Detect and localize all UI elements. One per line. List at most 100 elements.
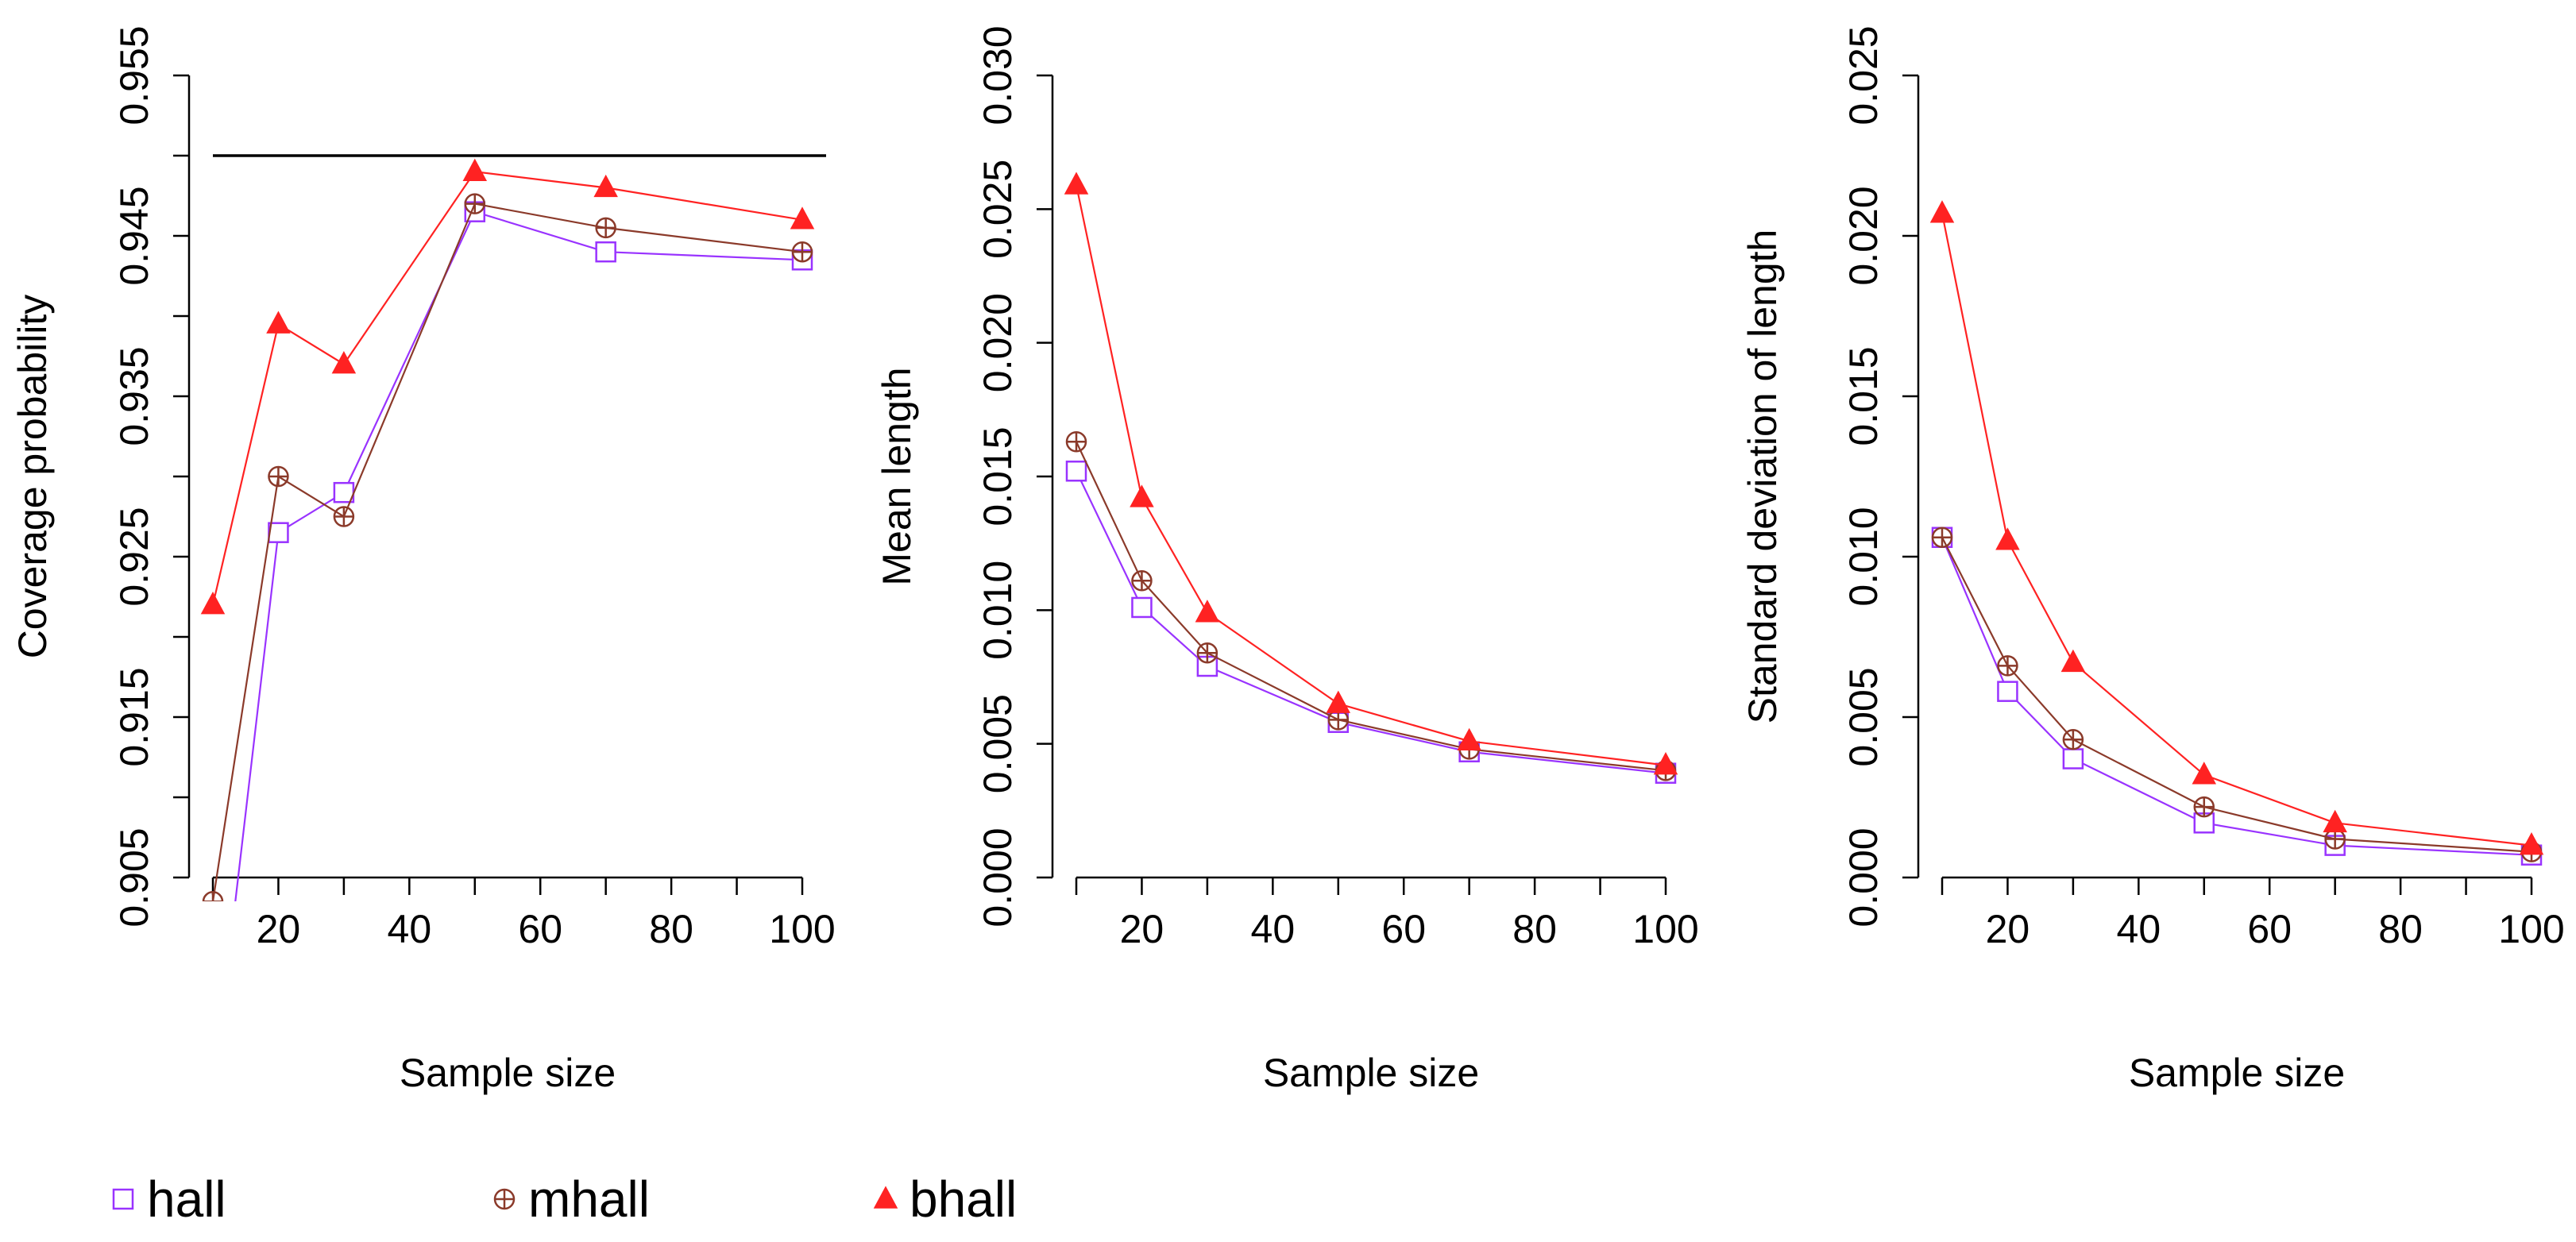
data-point-mhall <box>202 891 224 901</box>
data-point-mhall <box>2193 796 2215 818</box>
y-axis: 0.000 0.005 0.010 0.015 0.020 0.025 Standard d… <box>1740 25 1920 928</box>
data-point-bhall <box>1995 527 2020 550</box>
data-point-bhall <box>462 158 488 181</box>
x-axis: 20 40 60 80 100 Sample size <box>1941 876 2565 1095</box>
legend-item-hall: hall <box>112 1171 226 1228</box>
y-tick-label: 0.000 <box>1841 827 1886 927</box>
data-point-hall <box>595 241 616 263</box>
y-axis-title: Standard deviation of length <box>1740 230 1785 724</box>
plot-area <box>200 158 815 1104</box>
chart-panels: 0.905 0.915 0.925 0.935 0.945 0.955 Coverage p… <box>10 25 2565 1104</box>
data-point-bhall <box>266 310 291 334</box>
series-line-hall <box>1941 537 2532 856</box>
legend-label-mhall: mhall <box>528 1171 650 1228</box>
y-tick-label: 0.935 <box>112 346 156 446</box>
data-point-mhall <box>1997 655 2018 677</box>
data-point-bhall <box>1457 727 1481 751</box>
data-point-hall <box>1131 596 1153 619</box>
y-tick-label: 0.020 <box>1841 186 1886 285</box>
x-tick-label: 100 <box>1632 907 1698 951</box>
y-tick-label: 0.915 <box>112 667 156 766</box>
data-point-hall <box>268 522 289 543</box>
data-point-mhall <box>1196 642 1218 664</box>
data-point-mhall <box>1931 526 1953 549</box>
data-point-bhall <box>593 174 618 198</box>
x-tick-label: 60 <box>2247 907 2292 951</box>
data-point-bhall <box>1929 200 1955 223</box>
x-tick-label: 40 <box>2117 907 2161 951</box>
x-axis-title: Sample size <box>1263 1051 1479 1095</box>
data-point-hall <box>333 481 355 503</box>
x-tick-label: 60 <box>518 907 562 951</box>
series-line-mhall <box>1941 537 2532 853</box>
y-tick-label: 0.010 <box>1841 507 1886 606</box>
chart-panel-2: 0.000 0.005 0.010 0.015 0.020 0.025 0.030 Mean … <box>875 25 1699 1095</box>
x-tick-label: 20 <box>257 907 301 951</box>
data-point-bhall <box>1653 752 1678 775</box>
y-tick-label: 0.015 <box>1841 346 1886 446</box>
data-point-bhall <box>1195 600 1220 623</box>
data-point-mhall <box>333 506 355 527</box>
data-point-hall <box>203 1085 222 1104</box>
series-line-mhall <box>211 202 803 901</box>
data-point-bhall <box>2192 762 2217 785</box>
data-point-bhall <box>790 206 815 230</box>
data-point-bhall <box>1326 690 1351 713</box>
x-tick-label: 80 <box>649 907 693 951</box>
x-tick-label: 80 <box>1512 907 1557 951</box>
x-tick-label: 20 <box>1986 907 2030 951</box>
x-axis: 20 40 60 80 100 Sample size <box>211 876 836 1095</box>
legend-item-mhall: mhall <box>493 1171 650 1228</box>
y-tick-label: 0.945 <box>112 186 156 285</box>
y-tick-label: 0.000 <box>975 827 1020 927</box>
y-axis-title: Coverage probability <box>10 295 55 659</box>
data-point-mhall <box>1065 430 1087 453</box>
y-axis-title: Mean length <box>875 367 919 585</box>
x-axis: 20 40 60 80 100 Sample size <box>1075 876 1699 1095</box>
legend-marker-hall <box>112 1188 134 1210</box>
data-point-mhall <box>791 241 813 263</box>
data-point-bhall <box>1064 172 1089 195</box>
legend-label-bhall: bhall <box>910 1171 1017 1228</box>
series-line-hall <box>234 210 803 901</box>
plot-area <box>1064 172 1678 784</box>
data-point-mhall <box>1131 570 1153 592</box>
x-tick-label: 60 <box>1381 907 1426 951</box>
y-tick-label: 0.030 <box>975 25 1020 125</box>
series-line-hall <box>1076 470 1666 774</box>
data-point-bhall <box>331 351 357 374</box>
data-point-bhall <box>200 592 226 615</box>
x-axis-title: Sample size <box>400 1051 616 1095</box>
data-point-bhall <box>2519 832 2544 855</box>
data-point-mhall <box>464 193 486 214</box>
data-point-bhall <box>2323 809 2347 833</box>
x-tick-label: 40 <box>1251 907 1296 951</box>
y-tick-label: 0.955 <box>112 25 156 125</box>
series-line-bhall <box>211 171 803 605</box>
y-tick-label: 0.005 <box>975 694 1020 793</box>
x-tick-label: 80 <box>2378 907 2423 951</box>
y-tick-label: 0.010 <box>975 561 1020 660</box>
data-point-mhall <box>2324 828 2346 850</box>
data-point-hall <box>1997 681 2018 702</box>
y-tick-label: 0.020 <box>975 293 1020 392</box>
x-tick-label: 20 <box>1120 907 1164 951</box>
series-line-bhall <box>1941 213 2532 847</box>
y-tick-label: 0.015 <box>975 426 1020 526</box>
data-point-mhall <box>2062 729 2084 750</box>
chart-panel-3: 0.000 0.005 0.010 0.015 0.020 0.025 Standard d… <box>1740 25 2565 1095</box>
y-tick-label: 0.005 <box>1841 667 1886 766</box>
data-point-hall <box>2062 748 2084 770</box>
data-point-mhall <box>1327 709 1350 731</box>
x-tick-label: 100 <box>2498 907 2564 951</box>
data-point-mhall <box>268 465 289 488</box>
x-axis-title: Sample size <box>2129 1051 2345 1095</box>
data-point-hall <box>1065 461 1087 482</box>
legend-label-hall: hall <box>147 1171 226 1228</box>
y-tick-label: 0.025 <box>975 160 1020 259</box>
x-tick-label: 40 <box>388 907 432 951</box>
y-axis: 0.905 0.915 0.925 0.935 0.945 0.955 Coverage p… <box>10 25 191 928</box>
x-tick-label: 100 <box>769 907 835 951</box>
chart-panel-1: 0.905 0.915 0.925 0.935 0.945 0.955 Coverage p… <box>10 25 836 1104</box>
y-tick-label: 0.025 <box>1841 25 1886 125</box>
